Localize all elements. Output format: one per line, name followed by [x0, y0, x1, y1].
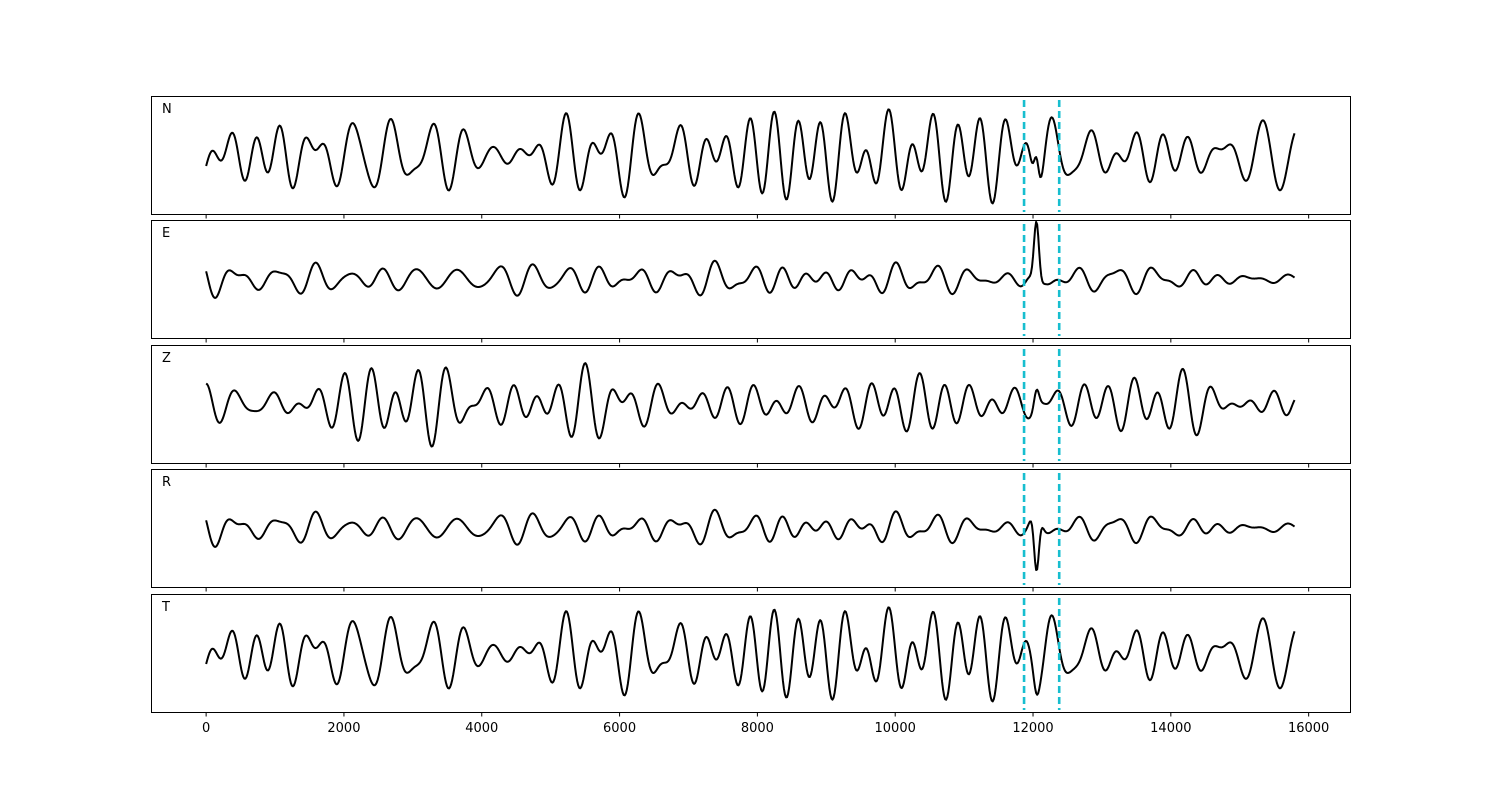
trace-line-t	[205, 606, 1296, 703]
x-tick-label: 0	[202, 721, 210, 736]
x-axis: 0 2000 4000 6000 8000 10000 12000 14000 16000	[202, 721, 1329, 736]
panel-z: Z	[151, 345, 1351, 468]
x-tick-label: 6000	[603, 721, 636, 736]
panel-label: E	[162, 226, 170, 241]
panel-label: R	[162, 475, 171, 490]
panel-label: T	[161, 600, 170, 615]
x-tick-label: 16000	[1288, 721, 1329, 736]
panel-label: N	[162, 102, 172, 117]
x-tick-label: 4000	[465, 721, 498, 736]
x-tick-label: 10000	[875, 721, 916, 736]
trace-line-z	[205, 362, 1296, 448]
panel-frame	[151, 345, 1351, 464]
x-tick-label: 8000	[741, 721, 774, 736]
panel-label: Z	[162, 351, 171, 366]
x-tick-label: 14000	[1150, 721, 1191, 736]
panel-e: E	[151, 220, 1351, 343]
trace-line-n	[205, 108, 1296, 205]
trace-line-e	[205, 220, 1296, 299]
panel-n: N	[151, 96, 1351, 219]
x-tick-label: 2000	[327, 721, 360, 736]
panels: N E Z R T	[151, 96, 1351, 717]
panel-t: T	[151, 594, 1351, 717]
panel-frame	[151, 469, 1351, 588]
x-tick-label: 12000	[1012, 721, 1053, 736]
trace-line-r	[205, 508, 1296, 572]
panel-frame	[151, 594, 1351, 713]
panel-frame	[151, 96, 1351, 215]
panel-r: R	[151, 469, 1351, 592]
panel-frame	[151, 220, 1351, 339]
